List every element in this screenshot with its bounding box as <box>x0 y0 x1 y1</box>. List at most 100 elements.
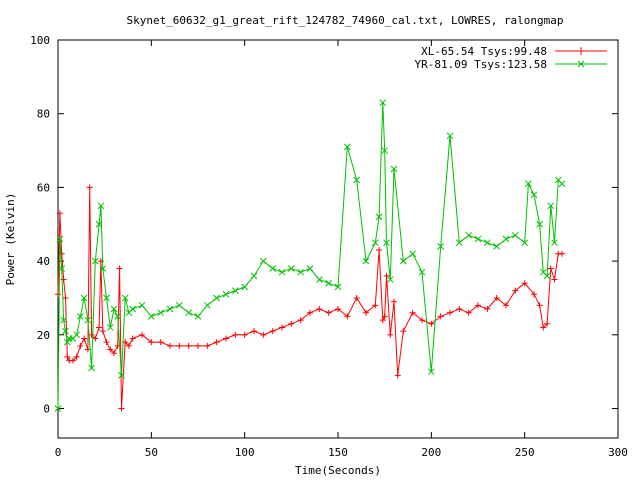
data-point <box>118 405 125 412</box>
x-tick-label: 250 <box>515 446 535 459</box>
data-point <box>503 302 509 309</box>
data-point <box>375 213 383 221</box>
data-point <box>77 313 84 320</box>
x-tick-label: 150 <box>328 446 348 459</box>
legend: XL-65.54 Tsys:99.48 YR-81.09 Tsys:123.58 <box>415 45 607 71</box>
data-point <box>223 335 229 342</box>
data-point <box>394 372 401 379</box>
data-point <box>129 335 136 342</box>
data-point <box>279 324 285 331</box>
data-point <box>399 257 407 265</box>
data-point <box>241 331 248 338</box>
y-tick-labels: 0 20 40 60 80 100 <box>30 34 50 416</box>
y-axis-label: Power (Kelvin) <box>4 193 17 286</box>
data-point <box>166 305 174 313</box>
data-point <box>343 143 351 151</box>
data-point <box>167 342 173 349</box>
data-point <box>456 306 463 313</box>
data-point <box>213 294 221 302</box>
data-point <box>129 305 137 313</box>
data-point <box>73 331 81 339</box>
data-point <box>116 265 123 272</box>
data-point <box>118 371 125 379</box>
data-point <box>344 313 351 320</box>
data-point <box>379 317 386 324</box>
data-point <box>111 350 117 357</box>
series-layer <box>54 99 566 412</box>
data-point <box>536 220 543 228</box>
data-point <box>521 239 529 247</box>
data-point <box>379 99 387 107</box>
x-tick-label: 0 <box>55 446 62 459</box>
data-point <box>447 309 453 316</box>
data-point <box>103 339 110 346</box>
data-point <box>157 309 165 317</box>
data-point <box>493 243 501 250</box>
x-tick-label: 300 <box>608 446 628 459</box>
data-point <box>559 250 565 257</box>
x-axis-label: Time(Seconds) <box>295 464 381 477</box>
data-point <box>307 309 313 316</box>
data-point <box>77 342 84 349</box>
data-point <box>114 313 122 320</box>
data-point <box>203 301 211 309</box>
data-point <box>194 313 202 320</box>
y-tick-label: 0 <box>43 403 50 416</box>
data-point <box>278 268 286 276</box>
data-point <box>251 328 257 335</box>
data-point <box>371 239 379 247</box>
series-yr <box>54 99 566 412</box>
data-point <box>391 298 397 305</box>
data-point <box>58 265 66 272</box>
data-point <box>185 342 192 349</box>
data-point <box>547 202 555 210</box>
data-point <box>86 184 93 191</box>
data-point <box>95 220 103 228</box>
data-point <box>62 294 69 301</box>
data-point <box>427 368 435 376</box>
data-point <box>334 283 342 291</box>
data-point <box>551 276 558 283</box>
data-point <box>99 265 107 272</box>
data-point <box>363 309 369 316</box>
data-point <box>250 272 258 280</box>
series-xl <box>55 184 565 412</box>
data-point <box>387 331 394 338</box>
data-point <box>493 294 500 301</box>
data-point <box>185 309 193 317</box>
x-tick-labels: 0 50 100 150 200 250 300 <box>55 446 628 459</box>
data-point <box>465 309 472 316</box>
y-tick-label: 40 <box>37 255 50 268</box>
data-point <box>540 324 547 331</box>
data-point <box>306 265 314 272</box>
y-tick-label: 60 <box>37 181 50 194</box>
data-point <box>269 328 276 335</box>
data-point <box>521 280 528 287</box>
data-point <box>81 335 88 342</box>
data-point <box>88 331 95 338</box>
legend-marker-xl <box>577 47 585 55</box>
data-point <box>232 331 239 338</box>
data-point <box>64 353 71 360</box>
data-point <box>512 287 519 294</box>
data-point <box>259 257 267 265</box>
legend-label-xl: XL-65.54 Tsys:99.48 <box>421 45 547 58</box>
data-point <box>383 272 390 279</box>
data-point <box>231 287 239 294</box>
axis-ticks <box>57 39 619 438</box>
data-point <box>543 272 551 280</box>
x-tick-label: 100 <box>235 446 255 459</box>
data-point <box>287 265 295 272</box>
data-point <box>241 283 249 291</box>
data-point <box>419 317 425 324</box>
data-point <box>62 327 69 335</box>
data-point <box>80 294 88 302</box>
data-point <box>511 231 519 239</box>
y-tick-label: 80 <box>37 108 50 121</box>
data-point <box>84 316 92 324</box>
data-point <box>474 235 482 243</box>
data-point <box>260 331 267 338</box>
data-point <box>381 147 389 154</box>
data-point <box>428 320 435 327</box>
